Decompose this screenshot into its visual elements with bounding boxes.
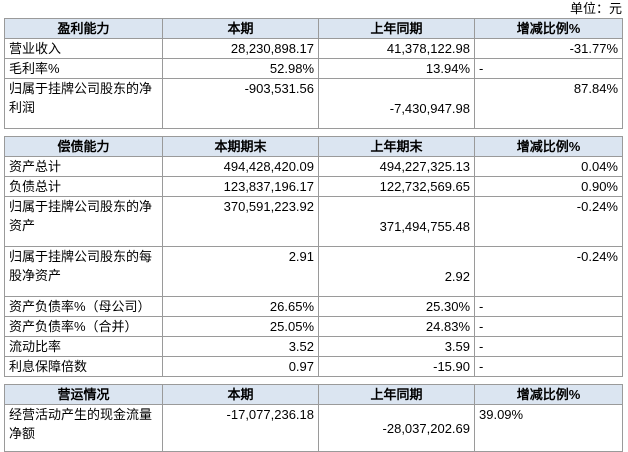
table-row: 负债总计 123,837,196.17 122,732,569.65 0.90% bbox=[4, 176, 623, 197]
header-row: 盈利能力 本期 上年同期 增减比例% bbox=[4, 18, 623, 39]
value-cell: - bbox=[474, 336, 623, 357]
header-cell: 盈利能力 bbox=[4, 18, 163, 39]
header-cell: 本期 bbox=[162, 384, 319, 405]
row-label: 资产负债率%（母公司） bbox=[4, 296, 163, 317]
value-cell: 24.83% bbox=[318, 316, 475, 337]
value-cell: 39.09% bbox=[474, 404, 623, 452]
value-cell: 28,230,898.17 bbox=[162, 38, 319, 59]
row-label: 经营活动产生的现金流量净额 bbox=[4, 404, 163, 452]
value-cell: 370,591,223.92 bbox=[162, 196, 319, 247]
header-cell: 上年同期 bbox=[318, 18, 475, 39]
value-cell: -31.77% bbox=[474, 38, 623, 59]
data-table: 偿债能力 本期期末 上年期末 增减比例% 资产总计 494,428,420.09 494,2… bbox=[4, 136, 623, 377]
header-cell: 营运情况 bbox=[4, 384, 163, 405]
row-label: 资产负债率%（合并） bbox=[4, 316, 163, 337]
value-cell: 87.84% bbox=[474, 78, 623, 129]
value-cell: -903,531.56 bbox=[162, 78, 319, 129]
header-row: 偿债能力 本期期末 上年期末 增减比例% bbox=[4, 136, 623, 157]
table-row: 归属于挂牌公司股东的净利润 -903,531.56 -7,430,947.98 87.… bbox=[4, 78, 623, 129]
table-row: 资产负债率%（母公司） 26.65% 25.30% - bbox=[4, 296, 623, 317]
data-table: 营运情况 本期 上年同期 增减比例% 经营活动产生的现金流量净额 -17,077,236.… bbox=[4, 384, 623, 452]
header-row: 营运情况 本期 上年同期 增减比例% bbox=[4, 384, 623, 405]
table-row: 资产负债率%（合并） 25.05% 24.83% - bbox=[4, 316, 623, 337]
value-cell: 41,378,122.98 bbox=[318, 38, 475, 59]
table-row: 营业收入 28,230,898.17 41,378,122.98 -31.77% bbox=[4, 38, 623, 59]
header-cell: 本期期末 bbox=[162, 136, 319, 157]
value-cell: 0.04% bbox=[474, 156, 623, 177]
table-row: 流动比率 3.52 3.59- bbox=[4, 336, 623, 357]
value-cell: 52.98% bbox=[162, 58, 319, 79]
value-cell: 0.97 bbox=[162, 356, 319, 377]
value-cell: 25.30% bbox=[318, 296, 475, 317]
header-cell: 增减比例% bbox=[474, 384, 623, 405]
table-row: 归属于挂牌公司股东的每股净资产 2.91 2.92 -0.24% bbox=[4, 246, 623, 297]
header-cell: 增减比例% bbox=[474, 18, 623, 39]
table-row: 归属于挂牌公司股东的净资产 370,591,223.92 371,494,755.4… bbox=[4, 196, 623, 247]
value-cell: 123,837,196.17 bbox=[162, 176, 319, 197]
value-cell: -17,077,236.18 bbox=[162, 404, 319, 452]
unit-label: 单位：元 bbox=[569, 1, 622, 16]
value-cell: 371,494,755.48 bbox=[318, 196, 475, 247]
value-cell: 25.05% bbox=[162, 316, 319, 337]
row-label: 负债总计 bbox=[4, 176, 163, 197]
row-label: 利息保障倍数 bbox=[4, 356, 163, 377]
row-label: 归属于挂牌公司股东的每股净资产 bbox=[4, 246, 163, 297]
value-cell: 494,428,420.09 bbox=[162, 156, 319, 177]
value-cell: 3.59 bbox=[318, 336, 475, 357]
row-label: 资产总计 bbox=[4, 156, 163, 177]
value-cell: -0.24% bbox=[474, 246, 623, 297]
row-label: 流动比率 bbox=[4, 336, 163, 357]
header-cell: 偿债能力 bbox=[4, 136, 163, 157]
header-cell: 本期 bbox=[162, 18, 319, 39]
value-cell: 0.90% bbox=[474, 176, 623, 197]
table-row: 资产总计 494,428,420.09 494,227,325.13 0.04% bbox=[4, 156, 623, 177]
value-cell: - bbox=[474, 296, 623, 317]
value-cell: -28,037,202.69 bbox=[318, 404, 475, 452]
header-cell: 上年同期 bbox=[318, 384, 475, 405]
value-cell: 2.92 bbox=[318, 246, 475, 297]
value-cell: -0.24% bbox=[474, 196, 623, 247]
value-cell: -7,430,947.98 bbox=[318, 78, 475, 129]
tables: 盈利能力 本期 上年同期 增减比例% 营业收入 28,230,898.17 41,378,1… bbox=[0, 18, 628, 452]
data-table: 盈利能力 本期 上年同期 增减比例% 营业收入 28,230,898.17 41,378,1… bbox=[4, 18, 623, 129]
value-cell: 3.52 bbox=[162, 336, 319, 357]
table-row: 经营活动产生的现金流量净额 -17,077,236.18 -28,037,202.6… bbox=[4, 404, 623, 452]
value-cell: 26.65% bbox=[162, 296, 319, 317]
header-cell: 上年期末 bbox=[318, 136, 475, 157]
header-cell: 增减比例% bbox=[474, 136, 623, 157]
value-cell: - bbox=[474, 316, 623, 337]
row-label: 归属于挂牌公司股东的净利润 bbox=[4, 78, 163, 129]
table-row: 利息保障倍数 0.97 -15.90- bbox=[4, 356, 623, 377]
row-label: 毛利率% bbox=[4, 58, 163, 79]
value-cell: 122,732,569.65 bbox=[318, 176, 475, 197]
value-cell: -15.90 bbox=[318, 356, 475, 377]
table-row: 毛利率% 52.98% 13.94% - bbox=[4, 58, 623, 79]
value-cell: - bbox=[474, 58, 623, 79]
value-cell: - bbox=[474, 356, 623, 377]
value-cell: 2.91 bbox=[162, 246, 319, 297]
value-cell: 494,227,325.13 bbox=[318, 156, 475, 177]
page: 单位：元 盈利能力 本期 上年同期 增减比例% 营业收入 28,230,898.17 41,… bbox=[4, 1, 623, 452]
row-label: 营业收入 bbox=[4, 38, 163, 59]
value-cell: 13.94% bbox=[318, 58, 475, 79]
row-label: 归属于挂牌公司股东的净资产 bbox=[4, 196, 163, 247]
